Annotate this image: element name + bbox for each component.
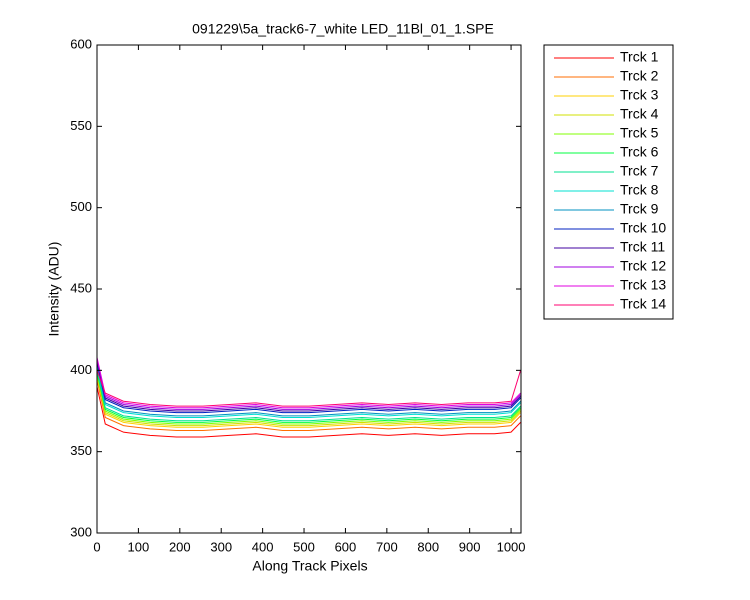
data-line <box>96 373 521 425</box>
data-line <box>96 365 521 417</box>
x-tick-label: 0 <box>93 539 100 554</box>
legend-label: Trck 14 <box>620 296 666 312</box>
legend-label: Trck 11 <box>620 239 665 255</box>
legend-label: Trck 4 <box>620 106 659 122</box>
x-tick-label: 200 <box>169 539 191 554</box>
data-line <box>96 357 521 409</box>
data-line <box>96 379 521 432</box>
legend-label: Trck 13 <box>620 277 666 293</box>
legend-label: Trck 3 <box>620 87 659 103</box>
legend-label: Trck 1 <box>620 49 659 65</box>
x-tick-label: 600 <box>335 539 357 554</box>
x-tick-label: 100 <box>128 539 150 554</box>
y-tick-label: 450 <box>70 280 92 295</box>
data-line <box>96 366 521 419</box>
chart-title: 091229\5a_track6-7_white LED_11Bl_01_1.S… <box>192 21 494 37</box>
data-line <box>96 362 521 414</box>
y-tick-label: 400 <box>70 362 92 377</box>
legend-label: Trck 5 <box>620 125 659 141</box>
y-tick-label: 350 <box>70 443 92 458</box>
legend-label: Trck 2 <box>620 68 659 84</box>
legend-label: Trck 6 <box>620 144 659 160</box>
legend-label: Trck 12 <box>620 258 666 274</box>
data-line <box>96 371 521 423</box>
x-tick-label: 300 <box>210 539 232 554</box>
legend-label: Trck 8 <box>620 182 659 198</box>
data-line <box>96 375 521 427</box>
data-line <box>96 360 521 412</box>
legend-box <box>543 44 674 320</box>
data-line <box>96 358 521 410</box>
y-axis-label: Intensity (ADU) <box>46 242 62 337</box>
x-tick-label: 900 <box>459 539 481 554</box>
legend-label: Trck 7 <box>620 163 659 179</box>
data-line <box>96 370 521 422</box>
data-line <box>96 370 522 407</box>
data-line <box>96 376 521 428</box>
y-tick-label: 300 <box>70 524 92 539</box>
y-tick-label: 550 <box>70 118 92 133</box>
x-axis-label: Along Track Pixels <box>252 558 367 574</box>
y-tick-label: 600 <box>70 36 92 51</box>
x-tick-label: 500 <box>293 539 315 554</box>
x-tick-label: 700 <box>376 539 398 554</box>
x-tick-label: 800 <box>417 539 439 554</box>
x-tick-label: 400 <box>252 539 274 554</box>
legend-label: Trck 10 <box>620 220 666 236</box>
legend-label: Trck 9 <box>620 201 659 217</box>
y-tick-label: 500 <box>70 199 92 214</box>
x-tick-label: 1000 <box>497 539 526 554</box>
data-line <box>96 386 521 438</box>
